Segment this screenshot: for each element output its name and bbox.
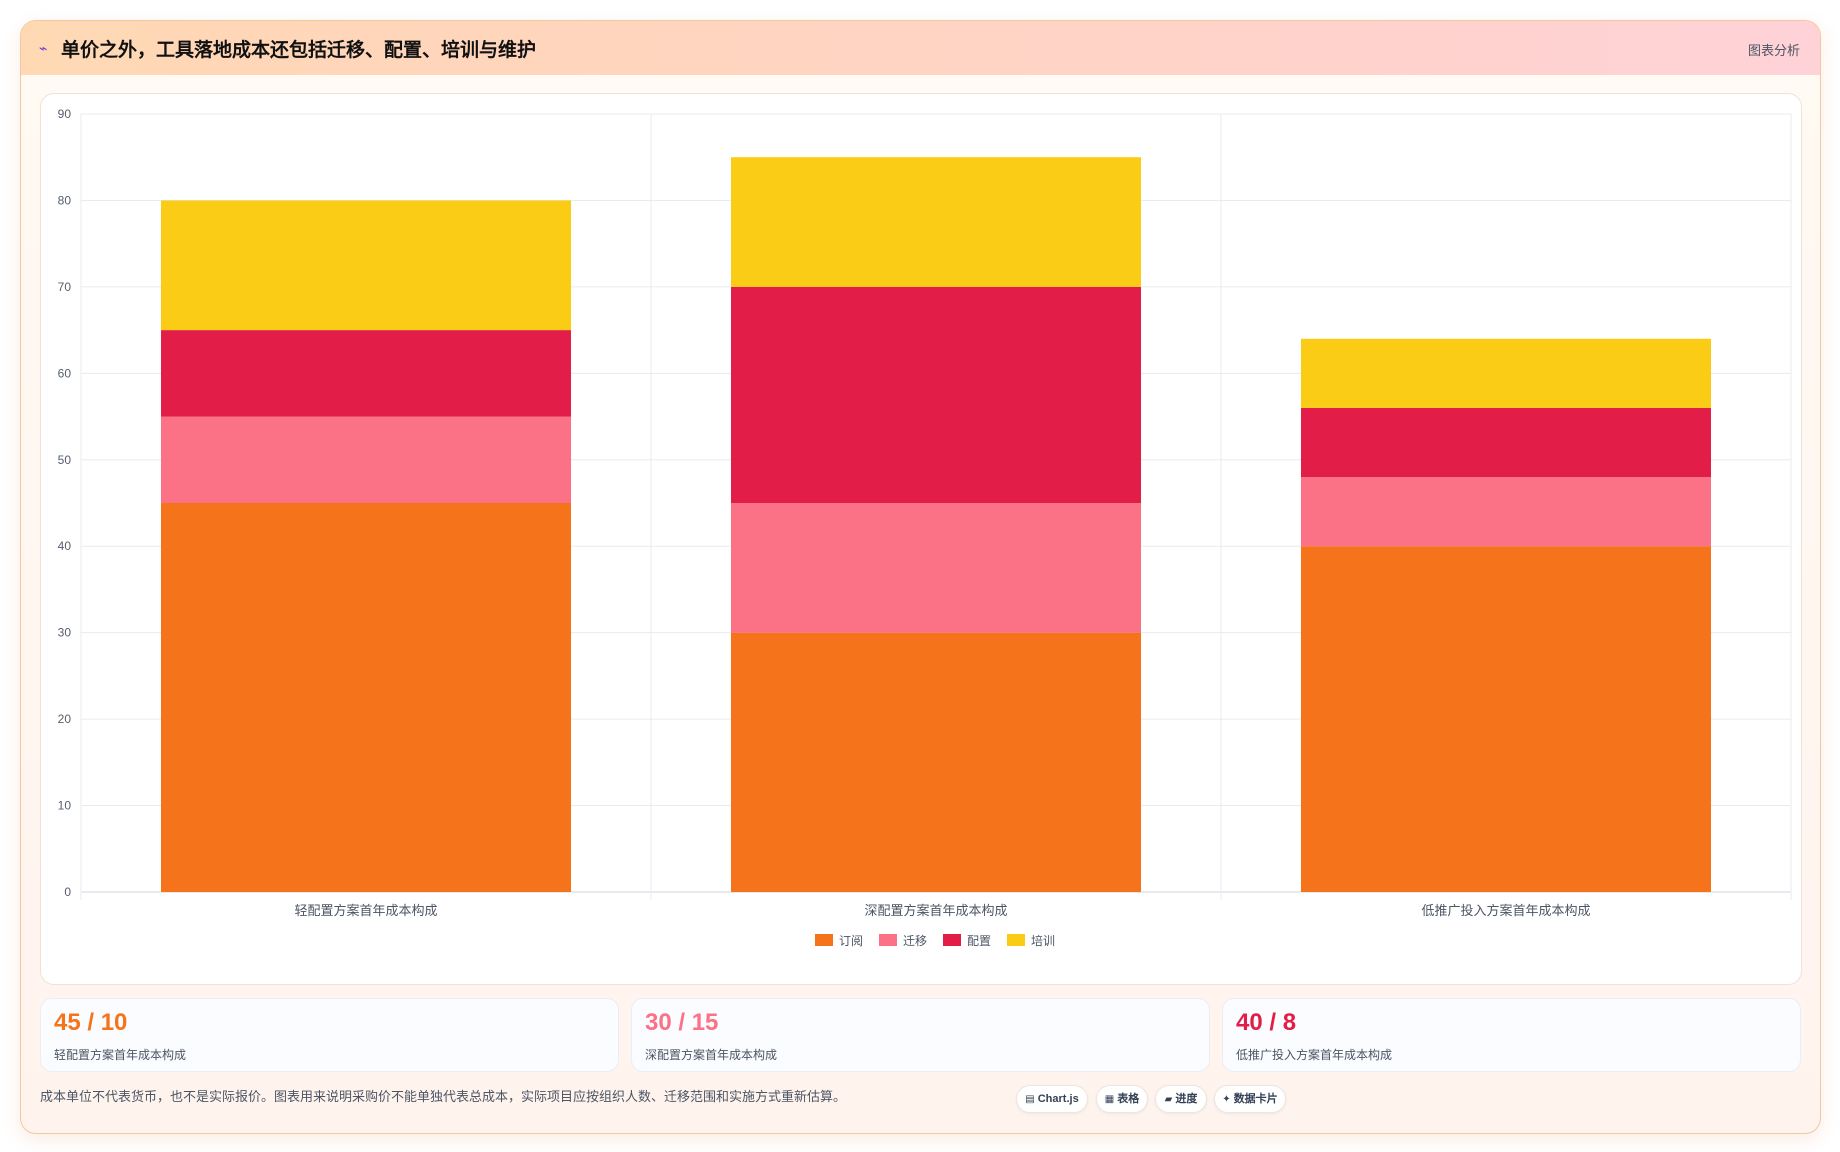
stat-cards: 45 / 10 轻配置方案首年成本构成 30 / 15 深配置方案首年成本构成 … bbox=[40, 998, 1801, 1072]
y-tick-label: 60 bbox=[58, 366, 72, 380]
stacked-bar-chart: 0 10 20 30 40 50 60 70 80 90 轻配置方案首年成本构成 深配置方案首年成本构… bbox=[58, 107, 1792, 948]
stat-label: 深配置方案首年成本构成 bbox=[645, 1048, 778, 1062]
legend-swatch bbox=[879, 934, 897, 946]
legend-swatch bbox=[815, 934, 833, 946]
stat-card-deep-config: 30 / 15 深配置方案首年成本构成 bbox=[631, 998, 1210, 1072]
bar-segment bbox=[161, 416, 571, 503]
line-chart-icon: ⌁ bbox=[39, 39, 48, 56]
bar-segment bbox=[161, 330, 571, 417]
chip-label: 数据卡片 bbox=[1233, 1093, 1278, 1105]
stat-value: 45 / 10 bbox=[54, 1009, 128, 1036]
x-tick-label: 低推广投入方案首年成本构成 bbox=[1421, 903, 1590, 918]
y-tick-label: 30 bbox=[58, 626, 72, 640]
data-card-icon: ✦ bbox=[1222, 1094, 1231, 1105]
chip-table[interactable]: ▦ 表格 bbox=[1096, 1085, 1148, 1113]
table-icon: ▦ bbox=[1104, 1094, 1115, 1105]
stat-card-light-config: 45 / 10 轻配置方案首年成本构成 bbox=[40, 998, 619, 1072]
chart-icon: ▤ bbox=[1025, 1094, 1035, 1105]
bar-segment bbox=[1301, 477, 1711, 547]
bar-segment bbox=[731, 503, 1141, 633]
chip-label: Chart.js bbox=[1037, 1093, 1079, 1105]
y-tick-label: 10 bbox=[58, 799, 72, 813]
y-tick-label: 20 bbox=[58, 712, 72, 726]
legend-label: 订阅 bbox=[839, 934, 863, 948]
stat-value: 30 / 15 bbox=[645, 1009, 719, 1036]
stat-label: 轻配置方案首年成本构成 bbox=[54, 1048, 187, 1062]
bar-segment bbox=[731, 286, 1141, 503]
chart-card: ⌁ 单价之外，工具落地成本还包括迁移、配置、培训与维护 图表分析 0 10 20 30… bbox=[20, 20, 1821, 1134]
chart-title: 单价之外，工具落地成本还包括迁移、配置、培训与维护 bbox=[61, 39, 537, 61]
legend-label: 培训 bbox=[1031, 933, 1055, 948]
bar-segment bbox=[1301, 546, 1711, 892]
y-tick-label: 50 bbox=[58, 453, 72, 467]
bar-segment bbox=[1301, 338, 1711, 408]
bar-segment bbox=[161, 503, 571, 892]
footnote: 成本单位不代表货币，也不是实际报价。图表用来说明采购价不能单独代表总成本，实际项… bbox=[40, 1089, 847, 1104]
x-tick-label: 轻配置方案首年成本构成 bbox=[294, 903, 437, 918]
x-tick-label: 深配置方案首年成本构成 bbox=[864, 903, 1007, 918]
y-tick-label: 70 bbox=[58, 280, 72, 294]
chip-data-card[interactable]: ✦ 数据卡片 bbox=[1214, 1085, 1286, 1113]
stat-label: 低推广投入方案首年成本构成 bbox=[1236, 1048, 1393, 1062]
chip-label: 表格 bbox=[1117, 1093, 1140, 1105]
chip-label: 进度 bbox=[1175, 1093, 1198, 1105]
legend-label: 迁移 bbox=[903, 934, 927, 948]
y-tick-label: 90 bbox=[58, 107, 72, 121]
legend-swatch bbox=[1007, 934, 1025, 946]
y-tick-label: 80 bbox=[58, 193, 72, 207]
progress-icon: ▰ bbox=[1164, 1094, 1173, 1105]
chart-analysis-link[interactable]: 图表分析 bbox=[1747, 43, 1800, 58]
bar-segment bbox=[731, 632, 1141, 892]
bar-segment bbox=[731, 157, 1141, 287]
stat-card-low-promo: 40 / 8 低推广投入方案首年成本构成 bbox=[1222, 998, 1801, 1072]
chip-progress[interactable]: ▰ 进度 bbox=[1155, 1085, 1207, 1113]
bar-segment bbox=[1301, 407, 1711, 478]
legend-label: 配置 bbox=[967, 934, 991, 948]
chip-chartjs[interactable]: ▤ Chart.js bbox=[1016, 1085, 1088, 1113]
plot-area: 0 10 20 30 40 50 60 70 80 90 轻配置方案首年成本构成 深配置方案首年成本构… bbox=[40, 93, 1802, 985]
stat-value: 40 / 8 bbox=[1236, 1009, 1297, 1036]
card-header: ⌁ 单价之外，工具落地成本还包括迁移、配置、培训与维护 图表分析 bbox=[21, 21, 1820, 75]
y-tick-label: 0 bbox=[64, 885, 71, 899]
legend-swatch bbox=[943, 934, 961, 946]
y-tick-label: 40 bbox=[58, 539, 72, 553]
bar-segment bbox=[161, 200, 571, 331]
